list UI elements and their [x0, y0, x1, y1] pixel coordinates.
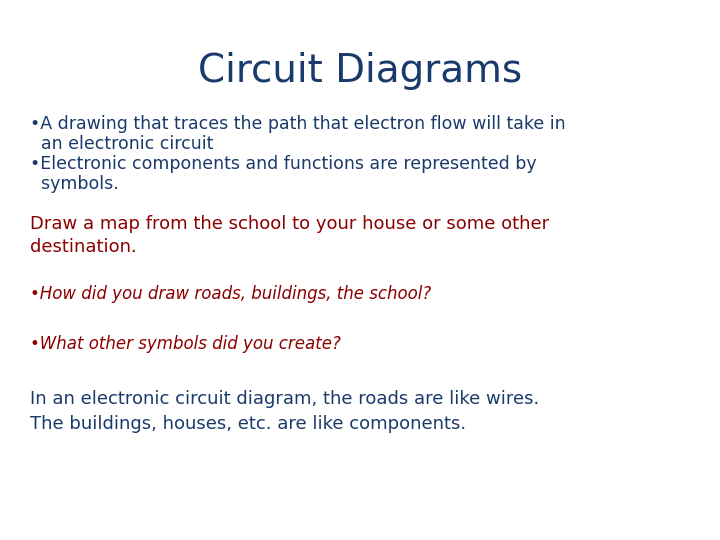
Text: Circuit Diagrams: Circuit Diagrams: [198, 52, 522, 90]
Text: symbols.: symbols.: [30, 175, 119, 193]
Text: In an electronic circuit diagram, the roads are like wires.: In an electronic circuit diagram, the ro…: [30, 390, 539, 408]
Text: destination.: destination.: [30, 238, 137, 256]
Text: The buildings, houses, etc. are like components.: The buildings, houses, etc. are like com…: [30, 415, 466, 433]
Text: an electronic circuit: an electronic circuit: [30, 135, 213, 153]
Text: •A drawing that traces the path that electron flow will take in: •A drawing that traces the path that ele…: [30, 115, 566, 133]
Text: Draw a map from the school to your house or some other: Draw a map from the school to your house…: [30, 215, 549, 233]
Text: •How did you draw roads, buildings, the school?: •How did you draw roads, buildings, the …: [30, 285, 431, 303]
Text: •Electronic components and functions are represented by: •Electronic components and functions are…: [30, 155, 536, 173]
Text: •What other symbols did you create?: •What other symbols did you create?: [30, 335, 341, 353]
